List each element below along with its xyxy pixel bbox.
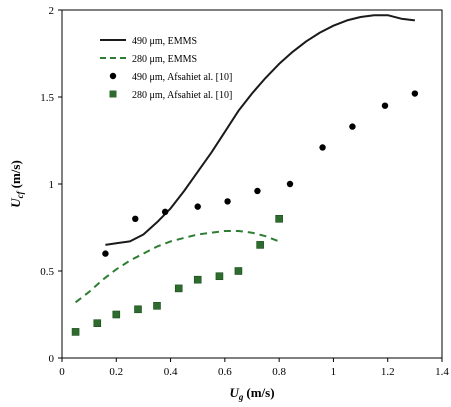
data-point-square (71, 328, 80, 336)
data-point-circle (194, 203, 201, 210)
legend-swatch (109, 90, 117, 98)
legend-swatch (109, 72, 117, 80)
y-tick-label: 2 (49, 5, 55, 17)
legend: 490 μm, EMMS 280 μm, EMMS 490 μm, Afsahiet… (100, 36, 232, 101)
y-axis-title: Ucf(m/s) (8, 160, 25, 208)
data-point-circle (102, 250, 109, 257)
data-point-circle (349, 123, 356, 130)
data-point-circle (381, 102, 389, 109)
data-point-square (153, 301, 161, 310)
series-layer (71, 14, 419, 336)
data-point-circle (319, 144, 326, 151)
x-tick-label: 0.2 (109, 366, 123, 378)
data-point-square (174, 284, 183, 293)
x-tick-label: 1.4 (435, 366, 449, 378)
x-tick-label: 0.6 (218, 366, 232, 378)
legend-label: 280 μm, EMMS (132, 54, 197, 65)
x-tick-label: 1.2 (381, 366, 395, 378)
plot-frame (61, 9, 443, 359)
legend-label: 490 μm, EMMS (132, 36, 197, 47)
series-3 (71, 215, 283, 336)
series-1 (74, 230, 280, 304)
y-tick-label: 0 (49, 353, 55, 365)
data-point-square (256, 241, 264, 249)
data-point-square (234, 267, 243, 275)
data-point-circle (411, 90, 419, 97)
data-point-square (93, 319, 102, 328)
data-point-square (215, 272, 224, 281)
x-axis-ticks: 0 0.2 0.4 0.6 0.8 1 1.2 1.4 (59, 358, 449, 378)
data-point-circle (224, 198, 231, 205)
y-tick-label: 1.5 (40, 92, 54, 104)
data-point-circle (286, 180, 294, 188)
data-point-square (112, 310, 121, 319)
x-tick-label: 1 (331, 366, 337, 378)
data-point-circle (161, 208, 169, 216)
x-tick-label: 0 (59, 366, 65, 378)
legend-label: 280 μm, Afsahiet al. [10] (132, 90, 232, 101)
legend-label: 490 μm, Afsahiet al. [10] (132, 72, 232, 83)
y-axis-ticks: 0 0.5 1 1.5 2 (40, 5, 62, 365)
data-point-square (134, 305, 142, 314)
data-point-square (275, 215, 283, 223)
data-point-circle (254, 187, 261, 195)
series-0 (105, 14, 416, 246)
series-line (105, 14, 416, 246)
data-point-circle (132, 215, 139, 222)
series-line (74, 230, 280, 304)
x-tick-label: 0.8 (272, 366, 286, 378)
x-tick-label: 0.4 (164, 366, 178, 378)
series-2 (102, 90, 419, 257)
y-tick-label: 1 (49, 179, 55, 191)
x-axis-title: Ug (m/s) (229, 385, 274, 402)
y-tick-label: 0.5 (40, 266, 54, 278)
data-point-square (193, 275, 202, 284)
